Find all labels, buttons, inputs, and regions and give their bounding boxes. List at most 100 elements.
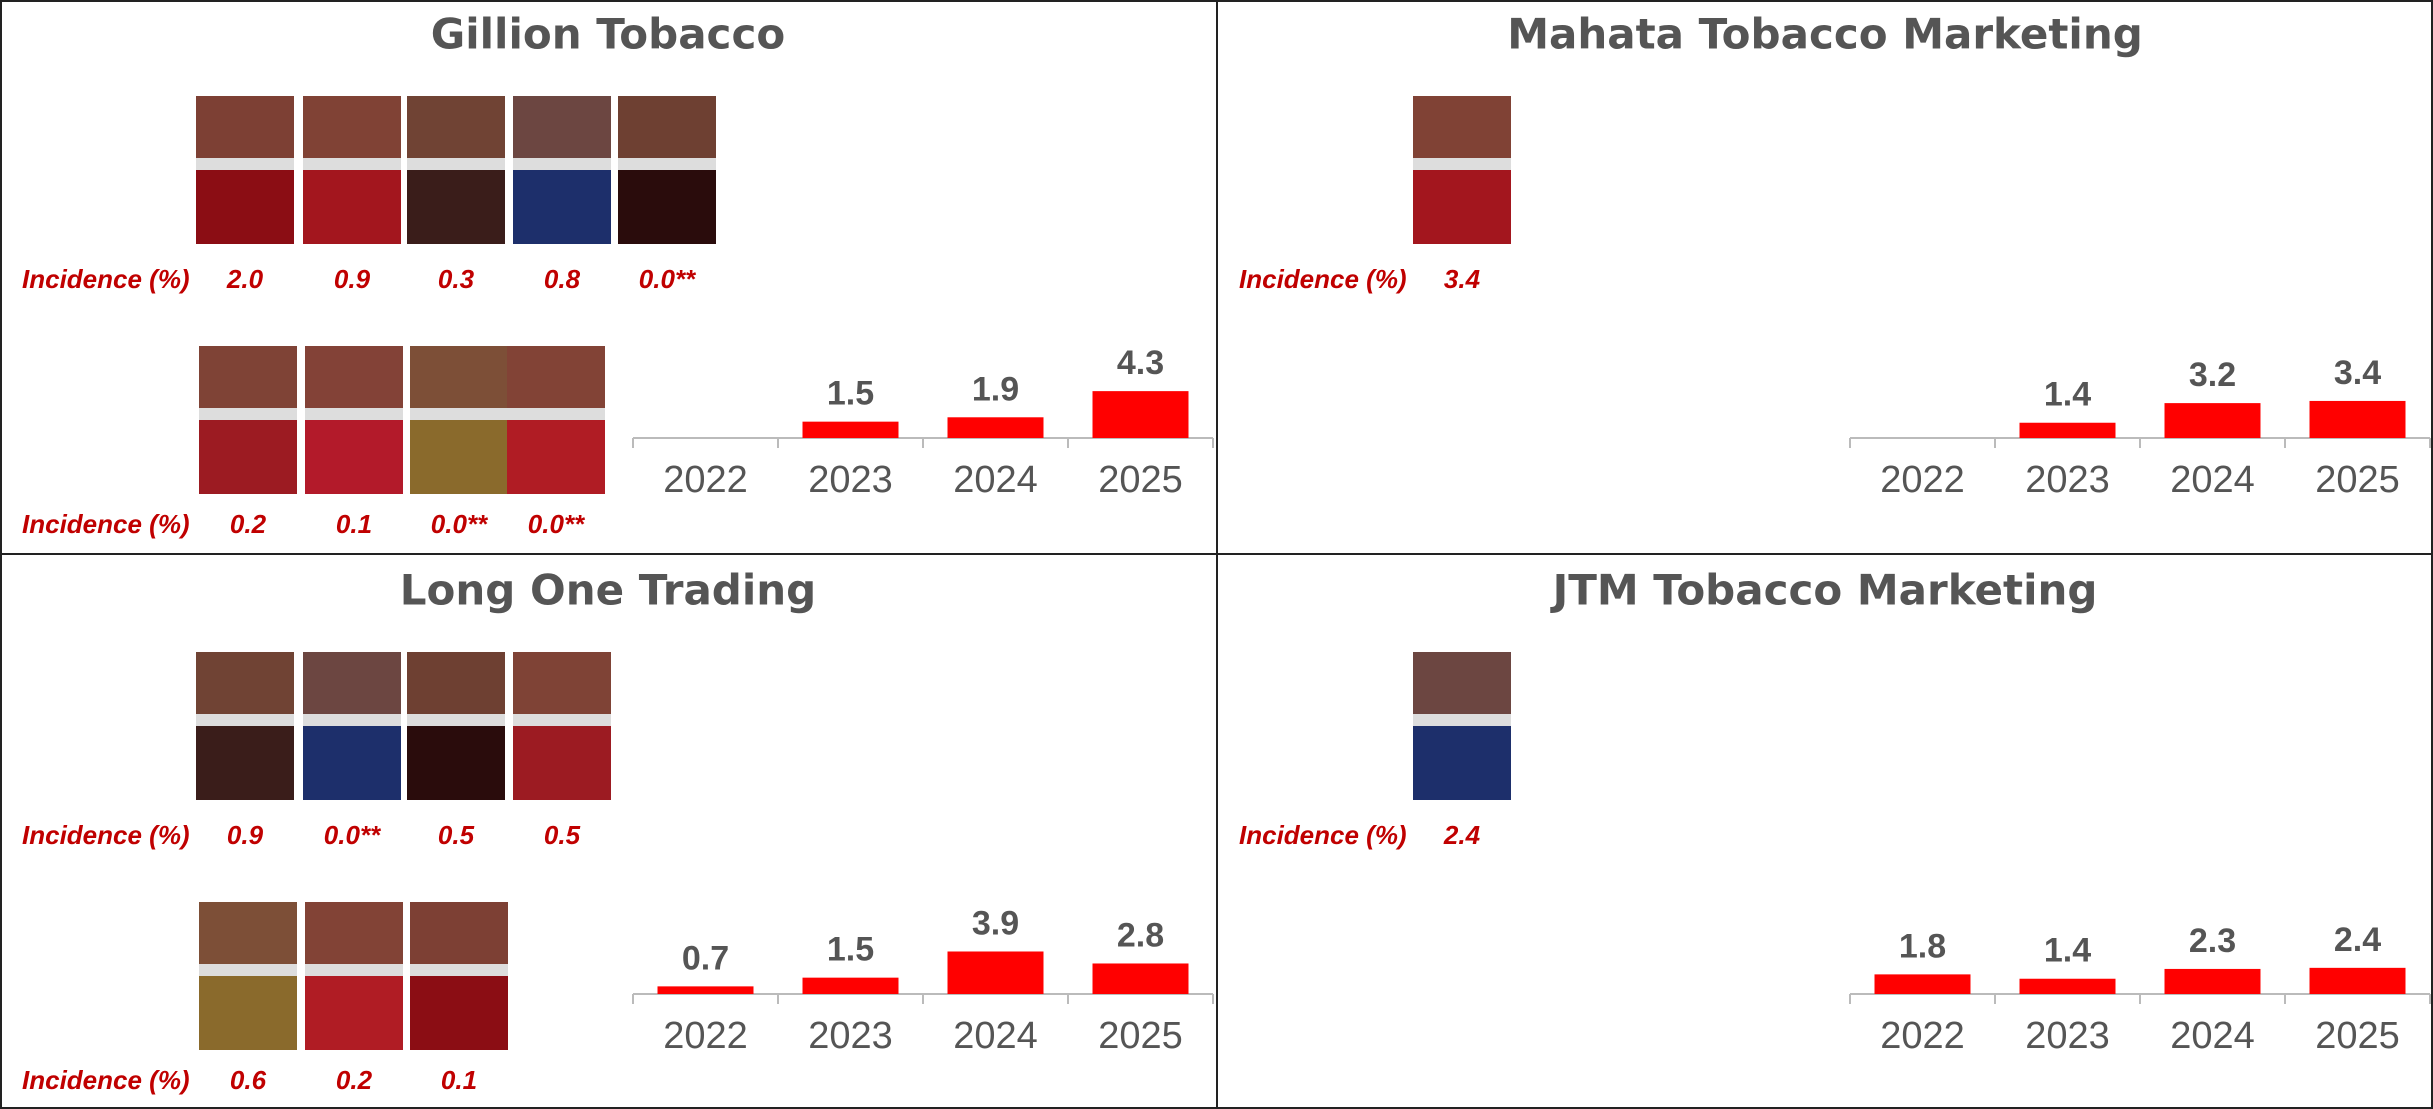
pack-warning	[507, 346, 605, 408]
incidence-value: 0.1	[336, 509, 372, 539]
incidence-label: Incidence (%)	[22, 264, 190, 294]
pack-band	[407, 158, 505, 170]
value-label: 0.7	[682, 939, 729, 977]
pack-band	[199, 964, 297, 976]
incidence-value: 0.8	[544, 264, 581, 294]
incidence-value: 3.4	[1444, 264, 1481, 294]
incidence-label: Incidence (%)	[22, 820, 190, 850]
value-label: 2.8	[1117, 916, 1164, 954]
pack-warning	[618, 96, 716, 158]
x-tick-label: 2023	[808, 1015, 893, 1057]
panel: Mahata Tobacco Marketing Incidence (%) 3.4…	[1239, 10, 2430, 502]
incidence-label: Incidence (%)	[22, 1065, 190, 1095]
pack-band	[1413, 714, 1511, 726]
bar	[948, 951, 1044, 994]
x-tick-label: 2023	[2025, 1015, 2110, 1057]
x-tick-label: 2024	[2170, 459, 2255, 501]
page: Gillion TobaccoIncidence (%)2.00.90.30.8…	[0, 0, 2433, 1109]
pack-warning	[303, 96, 401, 158]
pack-warning	[199, 346, 297, 408]
panel-title: JTM Tobacco Marketing	[1550, 566, 2098, 615]
bar	[1875, 974, 1971, 994]
bar	[948, 417, 1044, 438]
incidence-value: 2.4	[1443, 820, 1481, 850]
pack-warning	[407, 652, 505, 714]
bar	[2310, 968, 2406, 994]
pack-warning	[410, 902, 508, 964]
pack-band	[618, 158, 716, 170]
pack-warning	[196, 96, 294, 158]
incidence-value: 0.0**	[431, 509, 489, 539]
pack-band	[407, 714, 505, 726]
bar	[803, 422, 899, 438]
value-label: 1.9	[972, 370, 1019, 408]
incidence-label: Incidence (%)	[1239, 264, 1407, 294]
pack-band	[410, 408, 508, 420]
incidence-value: 0.5	[438, 820, 475, 850]
incidence-value: 0.6	[230, 1065, 267, 1095]
incidence-label: Incidence (%)	[1239, 820, 1407, 850]
bar	[658, 986, 754, 994]
pack-warning	[196, 652, 294, 714]
pack-band	[305, 408, 403, 420]
incidence-value: 0.0**	[324, 820, 382, 850]
pack-band	[303, 714, 401, 726]
x-tick-label: 2025	[1098, 1015, 1183, 1057]
incidence-value: 0.0**	[528, 509, 586, 539]
pack-warning	[407, 96, 505, 158]
pack-band	[1413, 158, 1511, 170]
pack-band	[196, 714, 294, 726]
value-label: 3.2	[2189, 356, 2236, 394]
panel-title: Long One Trading	[400, 566, 816, 615]
pack-band	[199, 408, 297, 420]
pack-band	[196, 158, 294, 170]
pack-warning	[1413, 652, 1511, 714]
incidence-label: Incidence (%)	[22, 509, 190, 539]
x-tick-label: 2025	[2315, 459, 2400, 501]
incidence-value: 0.3	[438, 264, 475, 294]
incidence-value: 0.1	[441, 1065, 477, 1095]
pack-warning	[305, 346, 403, 408]
value-label: 2.4	[2334, 921, 2381, 959]
pack-band	[513, 714, 611, 726]
x-tick-label: 2024	[953, 459, 1038, 501]
bar	[2165, 969, 2261, 994]
incidence-value: 0.2	[230, 509, 267, 539]
pack-band	[513, 158, 611, 170]
pack-warning	[303, 652, 401, 714]
panel-title: Gillion Tobacco	[431, 10, 785, 59]
x-tick-label: 2024	[953, 1015, 1038, 1057]
bar	[803, 978, 899, 994]
value-label: 3.4	[2334, 354, 2381, 392]
value-label: 1.5	[827, 375, 874, 413]
incidence-value: 0.5	[544, 820, 581, 850]
pack-band	[305, 964, 403, 976]
incidence-value: 0.2	[336, 1065, 373, 1095]
panel: JTM Tobacco Marketing Incidence (%) 2.4 202…	[1239, 566, 2430, 1058]
pack-band	[303, 158, 401, 170]
value-label: 3.9	[972, 904, 1019, 942]
x-tick-label: 2022	[663, 1015, 748, 1057]
pack-warning	[513, 96, 611, 158]
panel-title: Mahata Tobacco Marketing	[1507, 10, 2143, 59]
incidence-value: 0.9	[227, 820, 264, 850]
bar	[1093, 391, 1189, 438]
pack-warning	[1413, 96, 1511, 158]
bar	[2020, 979, 2116, 994]
incidence-value: 0.0**	[639, 264, 697, 294]
value-label: 4.3	[1117, 344, 1164, 382]
pack-warning	[305, 902, 403, 964]
value-label: 1.8	[1899, 927, 1946, 965]
value-label: 1.5	[827, 931, 874, 969]
x-tick-label: 2023	[808, 459, 893, 501]
bar	[2020, 423, 2116, 438]
x-tick-label: 2022	[663, 459, 748, 501]
x-tick-label: 2024	[2170, 1015, 2255, 1057]
x-tick-label: 2022	[1880, 1015, 1965, 1057]
x-tick-label: 2023	[2025, 459, 2110, 501]
value-label: 1.4	[2044, 376, 2091, 414]
panel: Long One Trading Incidence (%) 0.9 0.0** 0.5…	[22, 566, 1213, 1095]
x-tick-label: 2022	[1880, 459, 1965, 501]
bar	[2310, 401, 2406, 438]
